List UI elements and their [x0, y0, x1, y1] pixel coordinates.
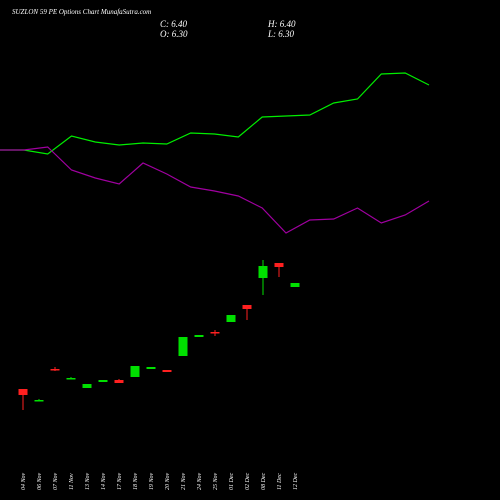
x-tick-label: 04 Nov: [20, 472, 27, 490]
candle-body: [130, 366, 140, 377]
x-tick-label: 01 Dec: [229, 473, 235, 490]
x-tick-label: 12 Dec: [293, 473, 299, 490]
x-tick-label: 21 Nov: [181, 472, 187, 490]
candle-body: [290, 283, 300, 287]
x-tick-label: 25 Nov: [213, 472, 219, 490]
candle-body: [162, 370, 172, 372]
x-tick-label: 19 Nov: [149, 472, 155, 490]
x-tick-label: 13 Nov: [85, 472, 91, 490]
x-tick-label: 17 Nov: [117, 472, 123, 490]
chart-title: SUZLON 59 PE Options Chart MunafaSutra.c…: [12, 8, 151, 16]
indicator-line: [0, 146, 430, 234]
candle-body: [226, 315, 236, 322]
candle-body: [178, 337, 188, 356]
candle-body: [50, 369, 60, 371]
x-tick-label: 24 Nov: [196, 472, 203, 490]
candle-body: [18, 389, 28, 395]
x-tick-label: 06 Nov: [37, 472, 43, 490]
x-tick-label: 02 Dec: [245, 473, 251, 490]
high-label: H: 6.40: [267, 19, 296, 29]
candle-body: [146, 367, 156, 369]
candle-body: [242, 305, 252, 309]
x-tick-label: 11 Nov: [69, 473, 75, 490]
x-tick-label: 07 Nov: [53, 472, 59, 490]
low-label: L: 6.30: [267, 29, 295, 39]
candle-body: [66, 378, 76, 380]
candle-body: [82, 384, 92, 388]
x-tick-label: 20 Nov: [165, 472, 171, 490]
candle-body: [210, 332, 220, 334]
candle-body: [274, 263, 284, 267]
candle-body: [194, 335, 204, 337]
candle-body: [114, 380, 124, 383]
close-label: C: 6.40: [160, 19, 188, 29]
x-tick-label: 14 Nov: [100, 472, 107, 490]
candle-body: [34, 400, 44, 402]
candle-body: [258, 266, 268, 278]
open-label: O: 6.30: [160, 29, 188, 39]
candle-body: [98, 380, 108, 382]
x-tick-label: 18 Nov: [133, 472, 139, 490]
x-tick-label: 11 Dec: [277, 473, 283, 490]
x-tick-label: 08 Dec: [261, 473, 267, 490]
indicator-line: [0, 72, 430, 155]
